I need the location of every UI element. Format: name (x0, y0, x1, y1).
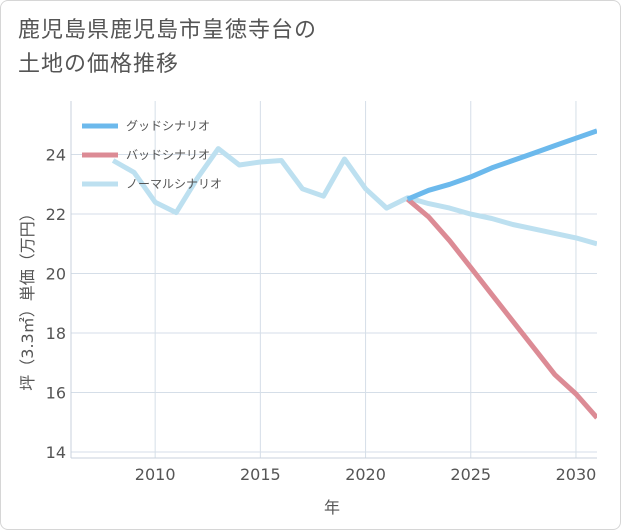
x-tick-label: 2015 (240, 465, 281, 484)
x-tick-label: 2025 (450, 465, 491, 484)
series-lines (111, 128, 597, 420)
x-tick-label: 2010 (135, 465, 176, 484)
x-axis-label: 年 (324, 498, 340, 517)
series-line-2 (111, 146, 597, 247)
y-axis-label: 坪（3.3㎡）単価（万円） (18, 205, 37, 390)
y-tick-label: 24 (46, 146, 66, 165)
series-line-1 (405, 197, 597, 420)
legend-label-1: バッドシナリオ (126, 148, 210, 162)
title-line-1: 鹿児島県鹿児島市皇徳寺台の (18, 18, 318, 43)
grid (71, 101, 597, 458)
title-line-2: 土地の価格推移 (18, 52, 180, 77)
chart-title: 鹿児島県鹿児島市皇徳寺台の 土地の価格推移 (18, 14, 438, 82)
x-tick-label: 2020 (345, 465, 386, 484)
series-line-0 (406, 128, 597, 202)
legend-label-2: ノーマルシナリオ (126, 177, 222, 191)
legend-label-0: グッドシナリオ (126, 119, 210, 133)
y-tick-label: 22 (46, 205, 66, 224)
y-tick-label: 14 (46, 443, 66, 462)
axes: 2010 2015 2020 2025 2030 14 16 18 20 22 24 (46, 101, 597, 484)
x-tick-label: 2030 (556, 465, 597, 484)
y-tick-label: 18 (46, 324, 66, 343)
y-tick-label: 20 (46, 265, 66, 284)
y-tick-label: 16 (46, 384, 66, 403)
